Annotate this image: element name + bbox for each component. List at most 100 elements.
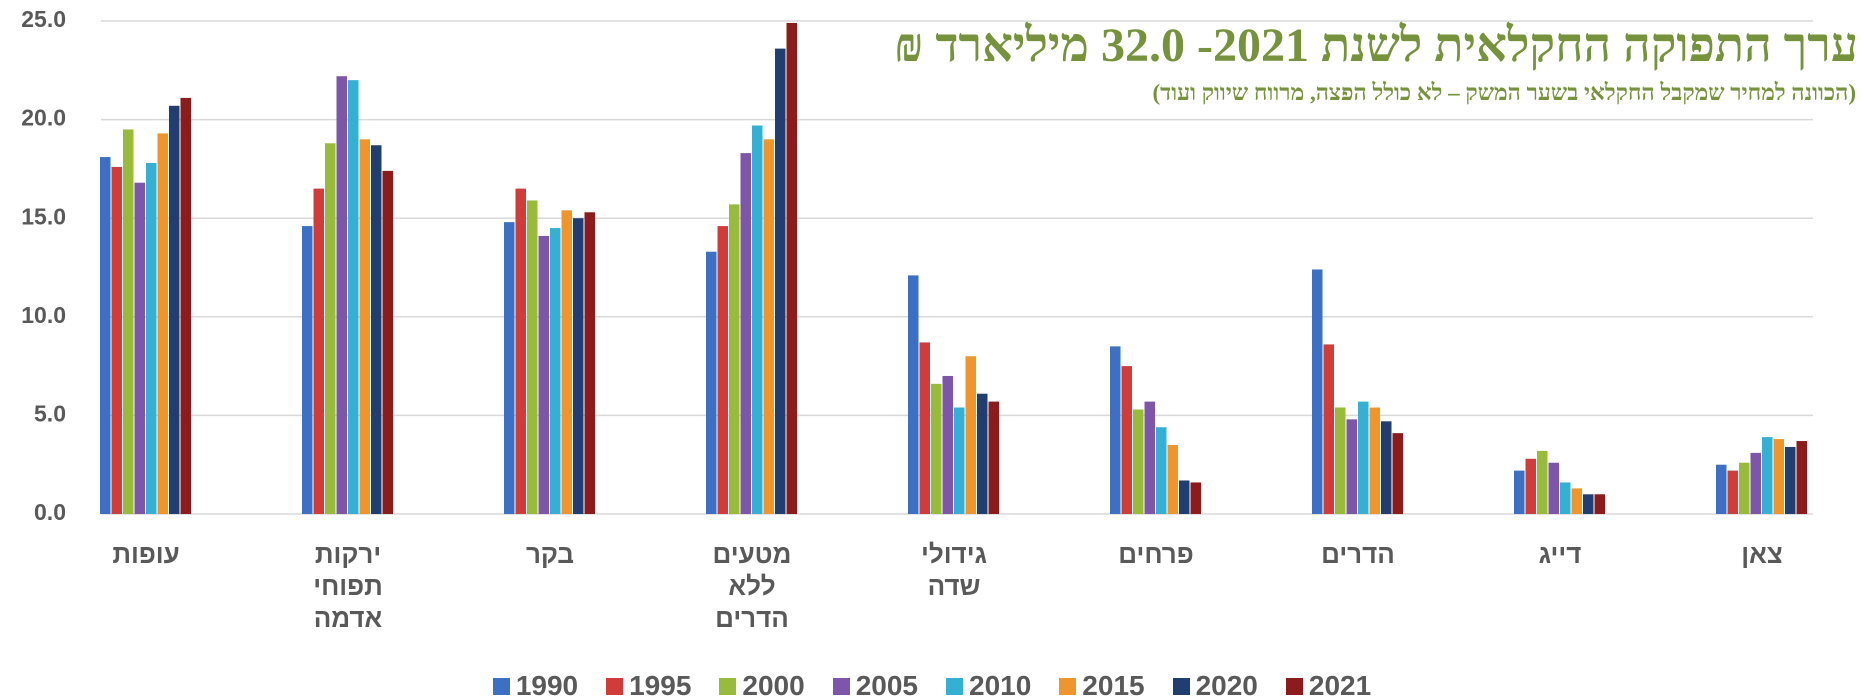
bar [763, 139, 774, 514]
bar [1571, 488, 1582, 514]
bar [1156, 427, 1167, 514]
bar [752, 125, 763, 515]
bar [1773, 439, 1784, 514]
bar [1312, 269, 1323, 514]
y-tick-label: 10.0 [21, 302, 66, 328]
x-tick-label: דייג [1538, 539, 1582, 569]
bar [359, 139, 370, 514]
bar [740, 153, 751, 514]
bar [954, 407, 965, 514]
legend-label: 2020 [1195, 670, 1258, 700]
bar [706, 251, 717, 514]
x-tick-label: עופות [112, 539, 180, 569]
bar [348, 80, 359, 514]
legend-item: 2015 [1059, 670, 1145, 700]
bar [977, 393, 988, 514]
x-tick-label: מטעים ללא הדרים [712, 539, 792, 633]
x-tick-label: פרחים [1118, 539, 1194, 569]
bar [1762, 437, 1773, 514]
bar [786, 22, 797, 515]
y-tick-label: 15.0 [21, 203, 66, 229]
x-tick-label: גידולי שדה [921, 539, 987, 601]
bar [515, 188, 526, 514]
x-tick-label: צאן [1741, 539, 1783, 569]
bar [1110, 346, 1121, 514]
bar [157, 133, 168, 515]
legend-swatch [1059, 677, 1077, 695]
legend-item: 2000 [719, 670, 805, 700]
legend-label: 1995 [629, 670, 692, 700]
bar [538, 235, 549, 514]
bar [1796, 441, 1807, 514]
bar [123, 129, 134, 514]
legend-item: 2005 [832, 670, 918, 700]
legend-item: 1990 [492, 670, 579, 700]
bar [382, 170, 393, 514]
bar [1369, 407, 1380, 514]
bar [371, 145, 382, 514]
bar [919, 342, 930, 514]
bar [1583, 494, 1594, 514]
legend-swatch [1285, 677, 1303, 695]
x-tick-label: ירקות תפוחי אדמה [313, 539, 383, 633]
bar [100, 157, 111, 514]
bar [573, 218, 584, 514]
bar [561, 210, 572, 514]
bar [1594, 494, 1605, 514]
y-tick-label: 0.0 [34, 499, 66, 525]
bar [717, 226, 728, 514]
legend-item: 2020 [1172, 670, 1258, 700]
bar [1179, 480, 1190, 514]
legend-swatch [832, 677, 850, 695]
legend-label: 2021 [1308, 670, 1372, 700]
legend-swatch [946, 677, 963, 695]
y-tick-label: 5.0 [34, 400, 66, 426]
legend-label: 1990 [515, 670, 579, 700]
bar [584, 212, 595, 514]
bar [1121, 366, 1132, 514]
bar [336, 76, 347, 514]
legend-label: 2010 [969, 670, 1032, 700]
bar [1750, 452, 1761, 514]
bar [1167, 444, 1178, 514]
bar [146, 162, 157, 514]
legend-item: 2010 [946, 670, 1031, 700]
legend-item: 2021 [1285, 670, 1372, 700]
bar [965, 356, 976, 514]
bar [1785, 446, 1796, 514]
bar [775, 48, 786, 514]
bar [527, 200, 538, 514]
x-tick-label: בקר [525, 539, 575, 569]
bar [313, 188, 324, 514]
bar [1381, 421, 1392, 514]
legend-label: 2015 [1082, 670, 1145, 700]
legend-label: 2005 [855, 670, 918, 700]
bar [1739, 462, 1750, 514]
bar [550, 228, 561, 514]
legend: 1990 1995 2000 2005 2010 2015 2020 2021 [0, 670, 1864, 700]
x-tick-label: הדרים [1321, 539, 1395, 569]
bar [1560, 482, 1571, 514]
legend-swatch [1172, 677, 1190, 695]
bar [1727, 470, 1738, 514]
chart-title: ערך התפוקה החקלאית לשנת 2021- 32.0 מיליא… [894, 19, 1858, 72]
bar [1525, 458, 1536, 514]
y-tick-label: 25.0 [21, 6, 66, 32]
bar [1144, 401, 1155, 514]
bar [180, 97, 191, 515]
bar [988, 401, 999, 514]
bar [169, 105, 180, 515]
bar [1716, 464, 1727, 514]
bar [729, 204, 740, 514]
bar [908, 275, 919, 514]
bar [1133, 409, 1144, 514]
bar [942, 375, 953, 514]
bar [1392, 433, 1403, 514]
bar [1548, 462, 1559, 514]
bar [504, 222, 515, 515]
legend-swatch [719, 677, 737, 695]
bar [1358, 401, 1369, 514]
legend-swatch [606, 677, 624, 695]
